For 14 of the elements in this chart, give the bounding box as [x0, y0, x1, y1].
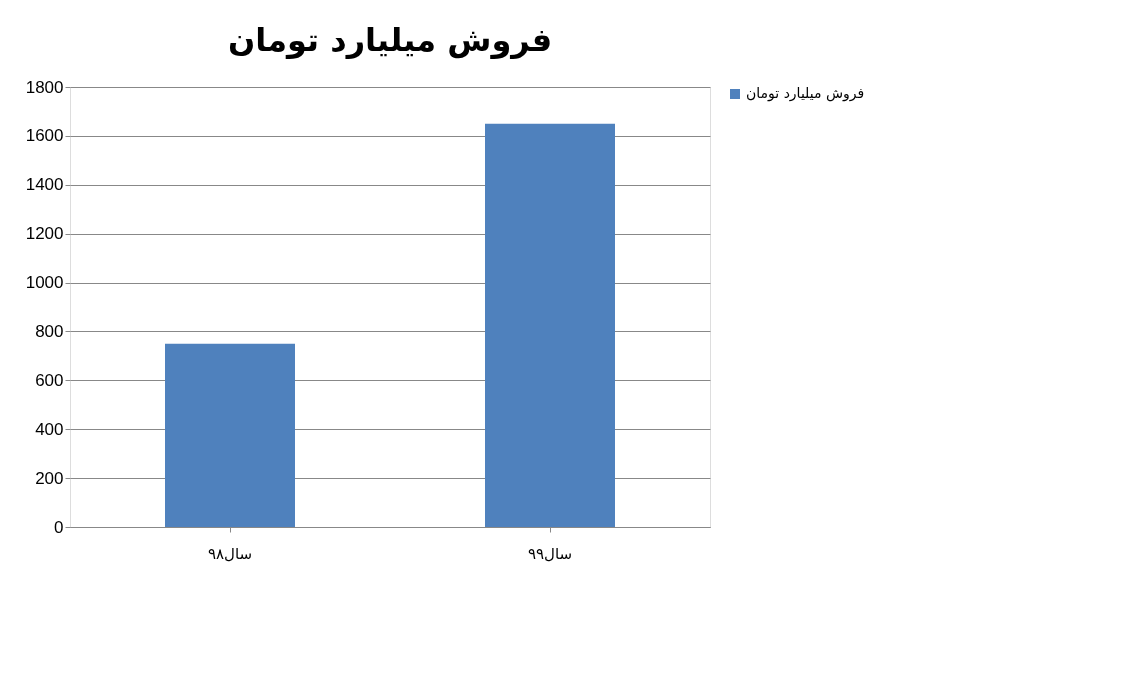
y-tick-label: 600 [35, 370, 64, 390]
y-tick-label: 200 [35, 468, 64, 488]
legend-label: فروش میلیارد تومان [746, 85, 865, 102]
y-tick-label: 1200 [25, 224, 64, 244]
y-tick-label: 0 [54, 517, 64, 537]
y-tick-label: 400 [35, 419, 64, 439]
y-tick-label: 1400 [25, 175, 64, 195]
x-tick-label: سال۹۸ [207, 544, 253, 563]
y-tick-label: 1800 [25, 77, 64, 97]
y-tick-label: 800 [35, 321, 64, 341]
chart-title: فروش میلیارد تومان [227, 21, 553, 59]
y-tick-label: 1600 [25, 126, 64, 146]
y-tick-label: 1000 [25, 273, 64, 293]
x-tick-label: سال۹۹ [527, 544, 573, 563]
